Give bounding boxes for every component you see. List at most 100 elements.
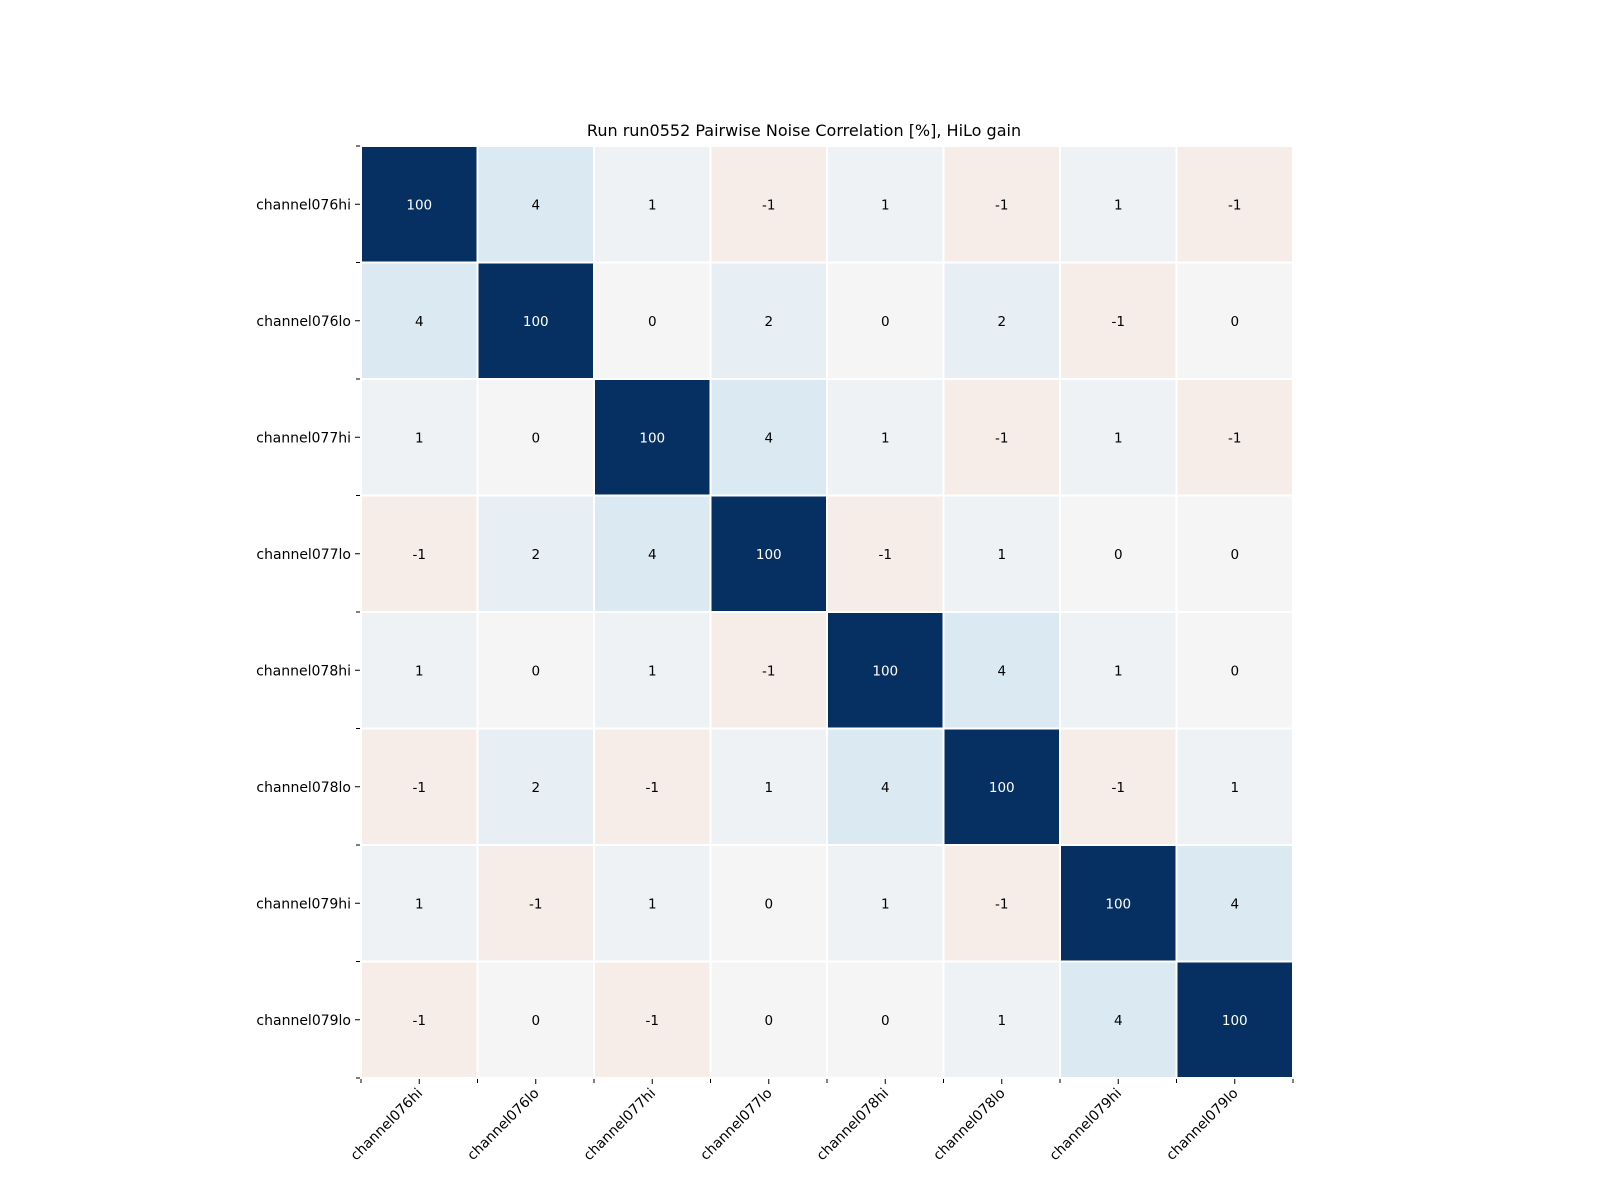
heatmap-cell — [478, 962, 593, 1077]
heatmap-cell — [944, 729, 1059, 844]
heatmap-cell — [828, 613, 943, 728]
heatmap-cell — [711, 613, 826, 728]
cell-value-label: 1 — [648, 197, 657, 213]
heatmap-cell — [944, 263, 1059, 378]
y-tick-label: channel076hi — [256, 197, 351, 213]
heatmap-cell — [1177, 147, 1292, 262]
heatmap-cell — [944, 380, 1059, 495]
heatmap-cell — [595, 962, 710, 1077]
cell-value-label: 1 — [997, 547, 1006, 563]
heatmap-cell — [595, 729, 710, 844]
cell-value-label: -1 — [1228, 430, 1241, 446]
cell-value-label: 0 — [764, 1013, 773, 1029]
cell-value-label: -1 — [995, 430, 1008, 446]
cell-value-label: 0 — [1230, 663, 1239, 679]
heatmap-cells: 100 4 1 -1 1 -1 1 -14 100 0 2 0 2 -1 01 0 100 4 1 -1 1 -1-1 2 4… — [362, 147, 1292, 1077]
cell-value-label: -1 — [1228, 197, 1241, 213]
cell-value-label: -1 — [1112, 780, 1125, 796]
cell-value-label: 0 — [531, 430, 540, 446]
heatmap-cell — [711, 729, 826, 844]
heatmap-cell — [828, 147, 943, 262]
cell-value-label: 1 — [415, 896, 424, 912]
cell-value-label: -1 — [413, 1013, 426, 1029]
x-tick-label: channel079hi — [1047, 1086, 1125, 1164]
cell-value-label: 0 — [881, 1013, 890, 1029]
heatmap-cell — [711, 962, 826, 1077]
heatmap-cell — [1177, 496, 1292, 611]
cell-value-label: -1 — [1112, 314, 1125, 330]
y-tick-label: channel079hi — [256, 896, 351, 912]
heatmap-cell — [1061, 380, 1176, 495]
cell-value-label: 1 — [1114, 663, 1123, 679]
cell-value-label: 0 — [764, 896, 773, 912]
cell-value-label: 1 — [648, 663, 657, 679]
chart-title: Run run0552 Pairwise Noise Correlation [… — [587, 121, 1021, 140]
heatmap-cell — [1177, 263, 1292, 378]
cell-value-label: 0 — [1230, 314, 1239, 330]
heatmap-cell — [1061, 613, 1176, 728]
cell-value-label: 0 — [1114, 547, 1123, 563]
cell-value-label: 4 — [881, 780, 890, 796]
heatmap-cell — [362, 380, 477, 495]
cell-value-label: 4 — [648, 547, 657, 563]
heatmap-cell — [478, 846, 593, 961]
x-tick-label: channel077hi — [581, 1086, 659, 1164]
cell-value-label: 100 — [1105, 896, 1131, 912]
heatmap-cell — [362, 846, 477, 961]
cell-value-label: 1 — [997, 1013, 1006, 1029]
cell-value-label: 0 — [648, 314, 657, 330]
heatmap-cell — [478, 729, 593, 844]
cell-value-label: 4 — [997, 663, 1006, 679]
y-tick-label: channel077hi — [256, 430, 351, 446]
heatmap-cell — [711, 846, 826, 961]
cell-value-label: 1 — [415, 430, 424, 446]
cell-value-label: 2 — [997, 314, 1006, 330]
y-tick-label: channel076lo — [256, 314, 351, 330]
heatmap-cell — [595, 613, 710, 728]
heatmap-cell — [1177, 846, 1292, 961]
cell-value-label: -1 — [995, 896, 1008, 912]
heatmap-cell — [828, 846, 943, 961]
heatmap-cell — [362, 613, 477, 728]
y-tick-label: channel078lo — [256, 780, 351, 796]
cell-value-label: 4 — [415, 314, 424, 330]
x-tick-label: channel076hi — [348, 1086, 426, 1164]
cell-value-label: 0 — [881, 314, 890, 330]
cell-value-label: 1 — [881, 197, 890, 213]
heatmap-cell — [595, 263, 710, 378]
y-axis-labels: channel076hi channel076lo channel077hi chan… — [256, 197, 351, 1029]
cell-value-label: 1 — [1230, 780, 1239, 796]
heatmap-cell — [595, 380, 710, 495]
heatmap-cell — [1061, 496, 1176, 611]
cell-value-label: -1 — [413, 547, 426, 563]
heatmap-cell — [362, 147, 477, 262]
heatmap-cell — [711, 263, 826, 378]
x-tick-label: channel077lo — [697, 1086, 775, 1164]
y-tick-label: channel079lo — [256, 1013, 351, 1029]
heatmap-cell — [1061, 147, 1176, 262]
heatmap-cell — [944, 613, 1059, 728]
x-tick-label: channel076lo — [464, 1086, 542, 1164]
cell-value-label: 100 — [639, 430, 665, 446]
cell-value-label: 1 — [415, 663, 424, 679]
heatmap-cell — [828, 263, 943, 378]
heatmap-cell — [1177, 729, 1292, 844]
heatmap-cell — [595, 846, 710, 961]
x-tick-label: channel079lo — [1163, 1086, 1241, 1164]
heatmap-cell — [595, 147, 710, 262]
cell-value-label: -1 — [995, 197, 1008, 213]
heatmap-cell — [1177, 962, 1292, 1077]
cell-value-label: 100 — [523, 314, 549, 330]
cell-value-label: 1 — [648, 896, 657, 912]
cell-value-label: -1 — [646, 1013, 659, 1029]
heatmap-cell — [478, 147, 593, 262]
heatmap-cell — [711, 380, 826, 495]
cell-value-label: 4 — [1230, 896, 1239, 912]
heatmap-cell — [1177, 380, 1292, 495]
heatmap-cell — [595, 496, 710, 611]
heatmap-cell — [828, 962, 943, 1077]
cell-value-label: 1 — [1114, 197, 1123, 213]
cell-value-label: -1 — [413, 780, 426, 796]
heatmap-cell — [711, 496, 826, 611]
